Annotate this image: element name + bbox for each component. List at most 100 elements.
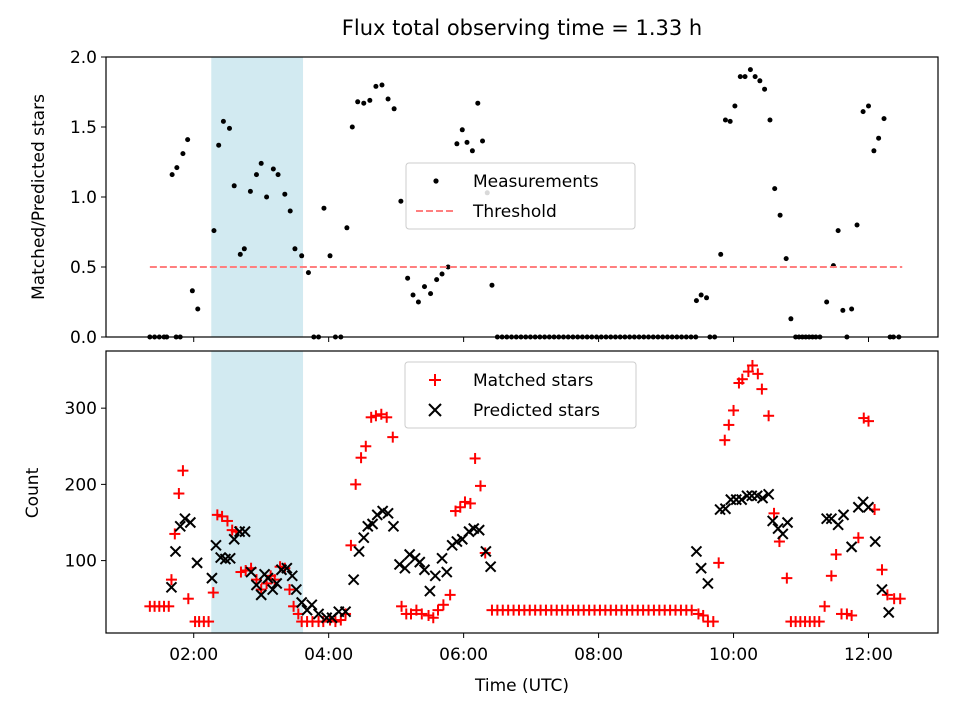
matched-star-point [207, 587, 219, 599]
measurement-point [226, 125, 232, 131]
measurement-point [469, 148, 475, 154]
predicted-star-point [762, 488, 775, 500]
predicted-star-point [845, 541, 858, 553]
measurement-point [282, 191, 288, 197]
measurement-point [321, 205, 327, 211]
measurement-point [264, 194, 270, 200]
legend-predicted-label: Predicted stars [473, 401, 600, 421]
matched-star-point [269, 574, 281, 586]
measurement-point [854, 222, 860, 228]
matched-star-point [423, 609, 435, 621]
matched-star-point [825, 570, 837, 582]
measurement-point [253, 172, 259, 178]
measurement-point [220, 118, 226, 124]
predicted-star-point [371, 509, 383, 521]
predicted-star-point [339, 605, 352, 618]
predicted-star-point [441, 566, 453, 578]
predicted-star-point [429, 570, 441, 582]
top-legend: Measurements Threshold [405, 162, 636, 230]
matched-star-point [365, 411, 377, 423]
measurement-point [722, 117, 728, 123]
predicted-star-point [862, 501, 875, 513]
top-legend-box [405, 162, 636, 230]
bottom-y-axis-label: Count [23, 467, 43, 518]
predicted-star-point [174, 520, 186, 533]
measurement-point [410, 292, 416, 298]
measurement-point [445, 264, 451, 270]
predicted-star-point [266, 583, 279, 596]
matched-star-point [284, 584, 296, 596]
bottom-legend-box [404, 361, 637, 429]
measurement-point [464, 139, 470, 145]
measurement-point [367, 97, 373, 103]
measurement-point [292, 246, 298, 252]
top-x-axis-ticks [193, 337, 869, 342]
predicted-star-point [210, 539, 222, 552]
measurement-point [415, 299, 421, 305]
matched-star-point [728, 404, 740, 416]
measurement-point [762, 86, 768, 92]
matched-star-point [235, 566, 247, 578]
measurement-point [698, 292, 704, 298]
matched-star-point [459, 496, 471, 508]
measurement-point [270, 166, 276, 172]
predicted-star-point [719, 503, 732, 515]
measurement-point [849, 306, 855, 312]
predicted-star-point [262, 572, 274, 584]
measurement-point [391, 106, 397, 112]
matched-star-point [686, 604, 698, 616]
measurement-point [385, 96, 391, 102]
measurement-point [742, 74, 748, 80]
predicted-star-point [418, 564, 431, 576]
predicted-star-point [271, 577, 283, 590]
matched-star-point [830, 548, 842, 560]
predicted-star-point [286, 570, 298, 582]
matched-star-point [881, 589, 893, 601]
measurement-point [373, 83, 379, 89]
matched-star-point [846, 609, 858, 621]
predicted-star-point [228, 533, 240, 545]
matched-star-point [475, 480, 487, 492]
x-tick-label: 10:00 [709, 645, 758, 665]
measurement-point [405, 275, 411, 281]
predicted-star-point [382, 507, 394, 520]
legend-measurements-label: Measurements [473, 172, 599, 192]
measurement-point [174, 165, 180, 171]
matched-star-point [182, 593, 194, 605]
predicted-star-point [473, 524, 485, 536]
predicted-star-point [206, 572, 218, 584]
predicted-star-point [191, 557, 203, 569]
matched-star-point [416, 608, 428, 620]
x-tick-label: 12:00 [844, 645, 893, 665]
predicted-star-point [424, 585, 436, 597]
measurement-point [327, 253, 333, 259]
measurement-point [783, 256, 789, 262]
predicted-star-point [741, 490, 753, 502]
bottom-x-axis-ticks: 02:00 04:00 06:00 08:00 10:00 12:00 [169, 633, 893, 665]
top-y-tick-label: 1.5 [70, 118, 97, 138]
measurement-point [459, 127, 465, 133]
predicted-star-point [387, 520, 400, 533]
matched-star-point [387, 431, 399, 443]
bottom-legend: Matched stars Predicted stars [404, 361, 637, 429]
matched-star-point [165, 574, 177, 586]
bottom-axes-frame [105, 350, 939, 634]
measurement-point [237, 251, 243, 257]
predicted-star-point [756, 492, 769, 504]
predicted-star-point [480, 545, 492, 558]
measurement-point [231, 183, 237, 189]
measurement-point [865, 103, 871, 109]
predicted-star-point [290, 583, 302, 596]
matched-star-point [345, 539, 357, 551]
measurement-point [421, 284, 427, 290]
measurement-point [737, 74, 743, 80]
matched-star-point [841, 608, 853, 620]
predicted-star-point [837, 509, 850, 521]
matched-star-point [432, 604, 444, 616]
measurement-point [693, 298, 699, 304]
matched-star-point [444, 589, 456, 601]
measurement-point [247, 188, 253, 194]
legend-matched-marker [429, 374, 441, 386]
predicted-star-point [702, 577, 714, 590]
